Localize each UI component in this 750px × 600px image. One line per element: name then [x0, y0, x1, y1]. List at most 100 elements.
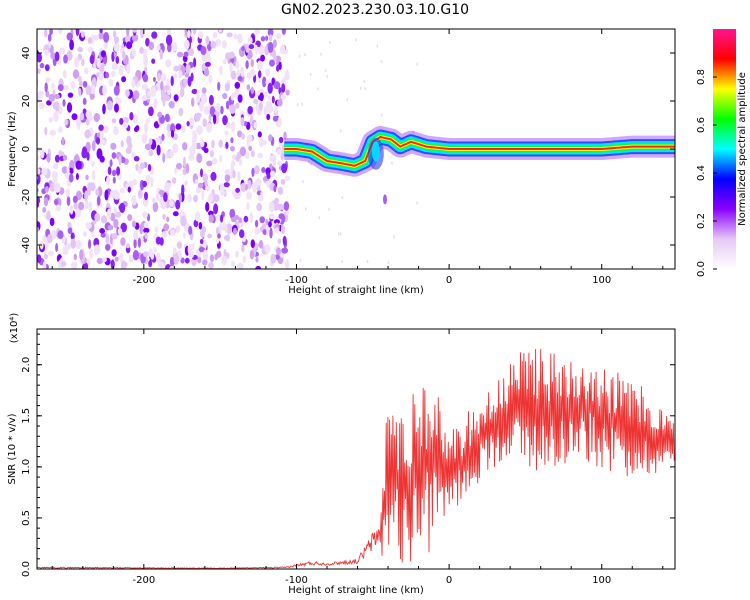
noise-cell — [114, 211, 122, 218]
noise-cell — [277, 203, 284, 211]
noise-cell — [111, 152, 117, 159]
noise-cell — [254, 44, 258, 55]
noise-cell — [165, 59, 172, 68]
noise-cell — [184, 180, 188, 187]
noise-cell — [204, 180, 208, 187]
noise-cell — [131, 48, 137, 57]
noise-cell — [208, 210, 214, 216]
noise-cell — [45, 77, 51, 83]
noise-cell — [85, 85, 92, 96]
noise-cell — [148, 138, 153, 146]
noise-cell — [165, 34, 173, 46]
noise-cell — [277, 161, 282, 167]
noise-cell — [132, 29, 137, 33]
noise-cell — [163, 223, 170, 231]
noise-cell — [212, 31, 218, 39]
noise-cell — [152, 197, 156, 204]
noise-cell — [123, 122, 129, 129]
noise-cell — [153, 246, 157, 253]
noise-cell — [249, 249, 254, 260]
noise-cell — [111, 169, 117, 177]
noise-cell — [267, 41, 274, 53]
noise-cell — [95, 188, 100, 196]
speck — [318, 216, 320, 220]
noise-cell — [268, 201, 275, 213]
noise-cell — [191, 88, 198, 95]
noise-cell — [257, 131, 262, 138]
noise-cell — [82, 97, 87, 105]
noise-cell — [250, 86, 254, 95]
noise-cell — [251, 167, 255, 177]
noise-cell — [273, 184, 277, 193]
noise-cell — [78, 75, 82, 83]
noise-cell — [208, 214, 214, 223]
y-tick-label: 0.5 — [21, 510, 32, 526]
noise-cell — [54, 198, 59, 206]
noise-cell — [157, 111, 163, 118]
noise-cell — [59, 47, 66, 55]
noise-cell — [54, 101, 60, 112]
noise-cell — [51, 171, 58, 179]
noise-cell — [43, 49, 49, 55]
noise-cell — [195, 211, 201, 222]
speck — [307, 160, 310, 164]
noise-cell — [225, 100, 230, 110]
noise-cell — [200, 139, 205, 148]
noise-cell — [163, 85, 170, 91]
noise-cell — [176, 162, 182, 170]
noise-cell — [285, 175, 290, 182]
noise-cell — [280, 94, 287, 100]
noise-cell — [68, 173, 74, 183]
noise-cell — [202, 173, 209, 183]
noise-cell — [37, 187, 39, 193]
noise-cell — [196, 90, 200, 101]
noise-cell — [191, 35, 195, 43]
noise-cell — [143, 55, 149, 67]
noise-cell — [182, 78, 188, 87]
noise-cell — [142, 84, 147, 91]
noise-cell — [192, 131, 198, 141]
noise-cell — [156, 44, 161, 51]
noise-cell — [170, 229, 176, 236]
noise-cell — [207, 233, 213, 239]
noise-cell — [40, 148, 45, 159]
noise-cell — [110, 142, 117, 150]
noise-cell — [277, 238, 282, 244]
noise-cell — [143, 251, 149, 257]
x-tick-label: -200 — [132, 275, 155, 286]
noise-cell — [174, 167, 178, 175]
noise-cell — [57, 84, 64, 92]
noise-cell — [170, 75, 174, 87]
noise-cell — [229, 104, 236, 114]
noise-cell — [241, 132, 245, 140]
noise-cell — [73, 253, 78, 261]
x-axis-label: Height of straight line (km) — [288, 585, 424, 596]
noise-cell — [64, 118, 69, 126]
noise-cell — [49, 217, 55, 227]
noise-cell — [98, 124, 104, 131]
noise-cell — [225, 141, 229, 149]
noise-cell — [230, 92, 235, 101]
noise-cell — [224, 130, 229, 136]
noise-cell — [209, 106, 216, 117]
speck — [302, 180, 304, 183]
noise-cell — [182, 168, 187, 176]
noise-cell — [181, 125, 186, 133]
noise-cell — [49, 129, 57, 136]
noise-cell — [214, 194, 220, 202]
noise-cell — [160, 80, 164, 91]
noise-cell — [272, 115, 279, 122]
noise-cell — [141, 134, 148, 144]
noise-cell — [37, 168, 41, 175]
noise-cell — [125, 34, 131, 44]
noise-cell — [44, 126, 48, 136]
noise-cell — [100, 232, 106, 238]
noise-cell — [50, 52, 56, 60]
speck — [387, 261, 390, 264]
noise-cell — [148, 248, 153, 258]
noise-cell — [145, 37, 150, 47]
noise-cell — [80, 31, 85, 38]
noise-cell — [243, 121, 248, 127]
noise-cell — [100, 215, 108, 224]
noise-cell — [195, 112, 202, 119]
